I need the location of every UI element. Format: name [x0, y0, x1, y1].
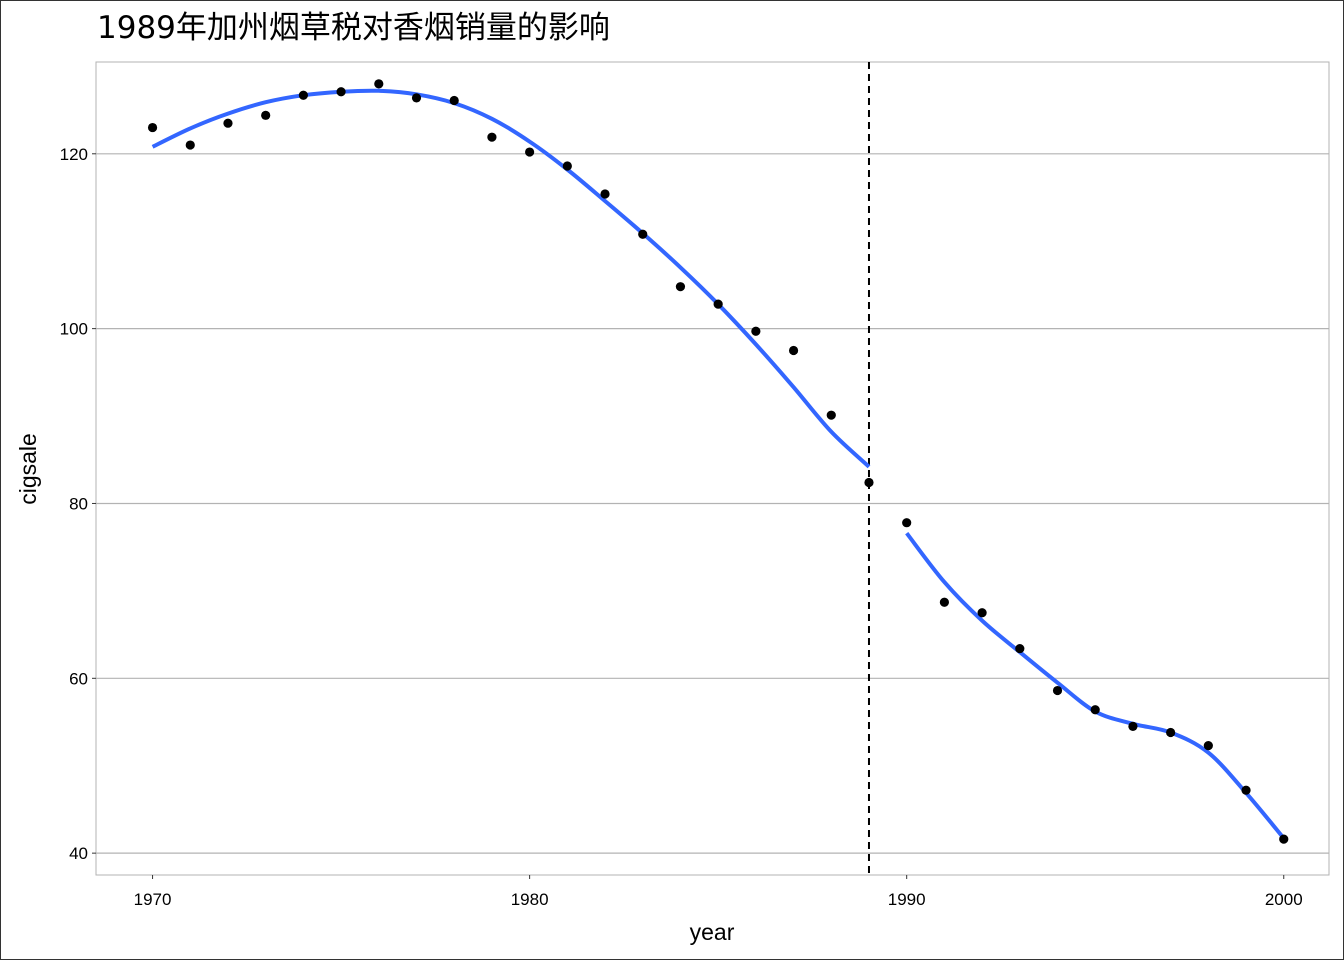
data-point	[600, 189, 610, 199]
data-point	[1015, 643, 1025, 654]
data-point	[675, 282, 686, 292]
smooth-line-pre-1989	[151, 88, 871, 469]
gridlines	[96, 153, 1329, 854]
data-point	[147, 122, 158, 133]
y-tick-label: 120	[60, 145, 88, 164]
data-point	[298, 90, 308, 100]
x-axis-title: year	[690, 919, 735, 945]
y-axis-ticks: 40 60 80 100 120	[60, 145, 96, 863]
data-point	[713, 299, 723, 309]
data-point	[1052, 685, 1063, 696]
x-axis-ticks: 1970 1980 1990 2000	[134, 875, 1303, 909]
data-point	[1090, 705, 1100, 715]
y-axis-title: cigsale	[15, 433, 41, 505]
data-point	[261, 110, 271, 120]
data-point	[1279, 834, 1289, 844]
data-point	[788, 345, 799, 356]
data-point	[977, 608, 987, 618]
x-tick-label: 2000	[1265, 890, 1303, 909]
data-point	[826, 410, 836, 420]
y-tick-label: 80	[69, 494, 88, 513]
data-points	[147, 79, 1289, 844]
data-point	[487, 132, 497, 142]
x-tick-label: 1970	[134, 890, 172, 909]
data-point	[1166, 727, 1176, 738]
data-point	[562, 161, 572, 171]
data-point	[751, 326, 761, 336]
data-point	[411, 93, 422, 103]
x-tick-label: 1990	[888, 890, 926, 909]
data-point	[902, 518, 912, 528]
data-point	[1128, 721, 1138, 731]
data-point	[223, 118, 233, 128]
data-point	[449, 95, 459, 106]
data-point	[525, 147, 535, 157]
data-point	[638, 229, 648, 239]
plot-panel	[95, 61, 1330, 876]
data-point	[374, 79, 384, 89]
data-point	[1203, 741, 1213, 751]
x-tick-label: 1980	[511, 890, 549, 909]
y-tick-label: 60	[69, 669, 88, 688]
data-point	[185, 140, 195, 150]
chart-title: 1989年加州烟草税对香烟销量的影响	[97, 10, 610, 46]
data-point	[864, 477, 874, 488]
y-tick-label: 40	[69, 844, 88, 863]
y-tick-label: 100	[60, 320, 88, 339]
data-point	[336, 87, 346, 97]
data-point	[939, 597, 949, 607]
data-point	[1241, 785, 1251, 795]
